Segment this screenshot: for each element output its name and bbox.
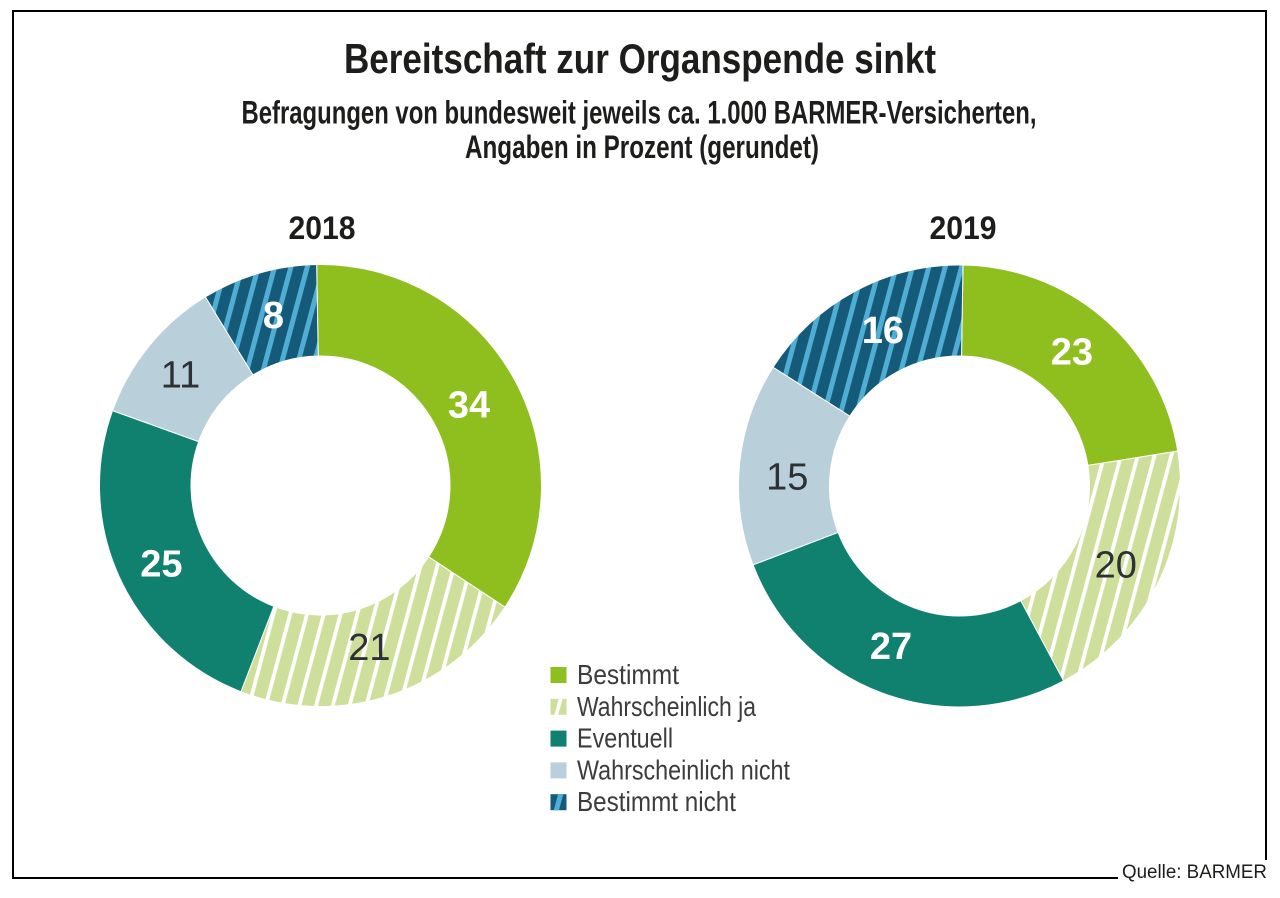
svg-text:Befragungen von bundesweit jew: Befragungen von bundesweit jeweils ca. 1… (242, 95, 1037, 131)
svg-text:Quelle: BARMER: Quelle: BARMER (1122, 862, 1267, 883)
svg-text:Angaben in Prozent (gerundet): Angaben in Prozent (gerundet) (465, 129, 819, 165)
svg-text:Wahrscheinlich nicht: Wahrscheinlich nicht (577, 754, 790, 785)
svg-text:20: 20 (1095, 544, 1137, 586)
svg-text:Bestimmt: Bestimmt (577, 659, 679, 690)
svg-text:25: 25 (140, 544, 182, 586)
svg-text:Eventuell: Eventuell (577, 723, 673, 754)
svg-text:Wahrscheinlich ja: Wahrscheinlich ja (577, 691, 756, 722)
svg-text:27: 27 (870, 626, 912, 668)
svg-text:21: 21 (348, 627, 390, 669)
svg-text:2019: 2019 (930, 210, 997, 246)
svg-text:11: 11 (161, 355, 200, 397)
svg-text:16: 16 (862, 310, 904, 352)
svg-text:34: 34 (448, 385, 490, 427)
svg-text:2018: 2018 (289, 210, 356, 246)
svg-text:15: 15 (766, 456, 808, 498)
svg-text:23: 23 (1051, 332, 1093, 374)
svg-text:Bereitschaft zur Organspende s: Bereitschaft zur Organspende sinkt (344, 35, 936, 82)
svg-text:Bestimmt nicht: Bestimmt nicht (577, 786, 736, 817)
svg-text:8: 8 (263, 295, 284, 337)
